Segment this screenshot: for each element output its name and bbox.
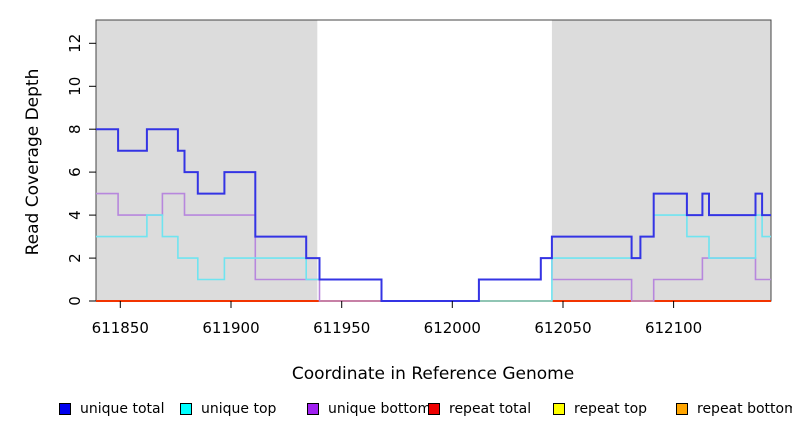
x-tick-label: 611850 (92, 319, 149, 337)
series-unique-total (96, 128, 771, 302)
shaded-regions (96, 20, 771, 301)
x-tick-label: 611900 (202, 319, 259, 337)
x-tick-label: 612050 (534, 319, 591, 337)
series-lines (96, 128, 771, 302)
y-axis-label: Read Coverage Depth (23, 69, 43, 256)
y-tick-label: 0 (66, 296, 84, 306)
x-tick-label: 612000 (424, 319, 481, 337)
y-tick-label: 6 (66, 167, 84, 177)
y-axis-ticks: 0 2 4 6 8 10 12 (66, 34, 96, 306)
x-axis-label: Coordinate in Reference Genome (292, 364, 574, 384)
y-tick-label: 12 (66, 34, 84, 53)
y-tick-label: 4 (66, 210, 84, 220)
y-tick-label: 2 (66, 253, 84, 263)
shaded-region (551, 20, 771, 301)
y-tick-label: 8 (66, 124, 84, 134)
x-axis-ticks: 611850 611900 611950 612000 612050 612100 (92, 301, 702, 337)
chart-generated-content: 611850 611900 611950 612000 612050 612100 0 2 4 6… (66, 19, 772, 337)
x-tick-label: 611950 (313, 319, 370, 337)
x-tick-label: 612100 (645, 319, 702, 337)
shaded-region (96, 20, 318, 301)
y-tick-label: 10 (66, 77, 84, 96)
